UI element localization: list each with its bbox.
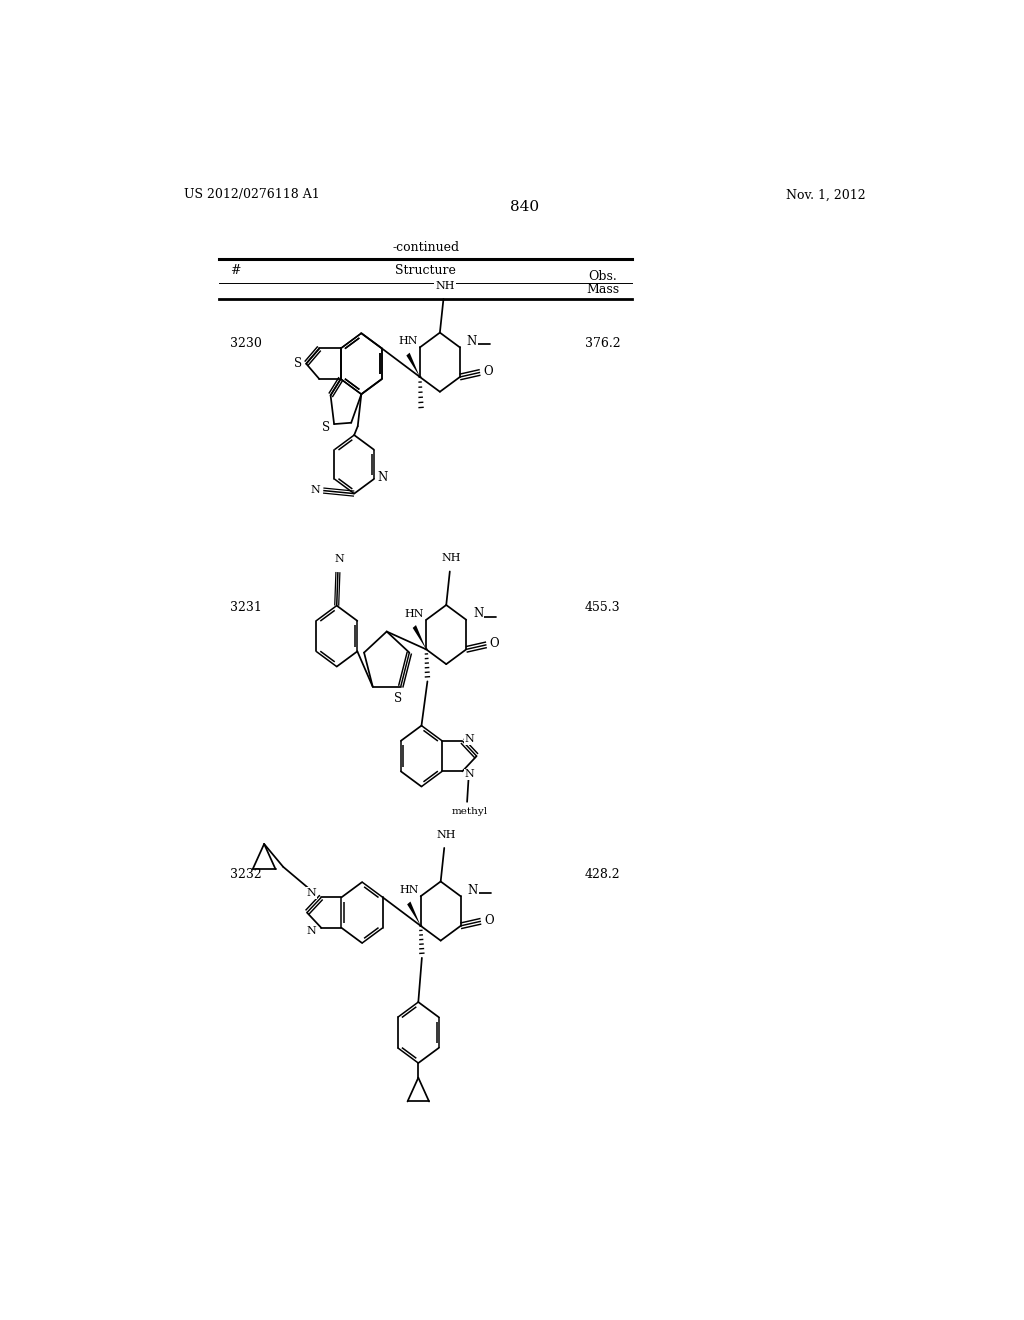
Text: HN: HN (398, 337, 418, 346)
Text: 3232: 3232 (229, 869, 261, 882)
Text: N: N (465, 770, 474, 779)
Text: HN: HN (399, 886, 419, 895)
Polygon shape (408, 902, 421, 925)
Text: 840: 840 (510, 201, 540, 214)
Text: S: S (394, 693, 402, 705)
Text: 3231: 3231 (229, 601, 261, 614)
Text: NH: NH (435, 281, 455, 290)
Text: Structure: Structure (395, 264, 456, 277)
Text: 455.3: 455.3 (585, 601, 621, 614)
Text: Obs.: Obs. (588, 269, 616, 282)
Text: HN: HN (404, 609, 424, 619)
Text: S: S (294, 358, 302, 370)
Text: N: N (310, 484, 321, 495)
Text: S: S (323, 421, 330, 434)
Text: Mass: Mass (586, 282, 620, 296)
Text: N: N (307, 925, 316, 936)
Text: N: N (307, 888, 316, 898)
Text: N: N (378, 471, 388, 484)
Text: 3230: 3230 (229, 337, 261, 350)
Text: Nov. 1, 2012: Nov. 1, 2012 (786, 189, 866, 202)
Text: O: O (484, 913, 494, 927)
Text: O: O (483, 364, 493, 378)
Text: N: N (468, 883, 478, 896)
Text: N: N (473, 607, 483, 620)
Text: NH: NH (436, 830, 456, 840)
Text: 428.2: 428.2 (585, 869, 621, 882)
Text: #: # (229, 264, 240, 277)
Text: O: O (489, 638, 500, 651)
Text: N: N (335, 554, 344, 564)
Polygon shape (407, 352, 420, 378)
Text: N: N (465, 734, 474, 743)
Polygon shape (413, 626, 426, 649)
Text: methyl: methyl (452, 808, 487, 817)
Text: NH: NH (441, 553, 461, 564)
Text: 376.2: 376.2 (585, 337, 621, 350)
Text: -continued: -continued (392, 242, 459, 255)
Text: N: N (467, 335, 477, 347)
Text: US 2012/0276118 A1: US 2012/0276118 A1 (183, 189, 319, 202)
